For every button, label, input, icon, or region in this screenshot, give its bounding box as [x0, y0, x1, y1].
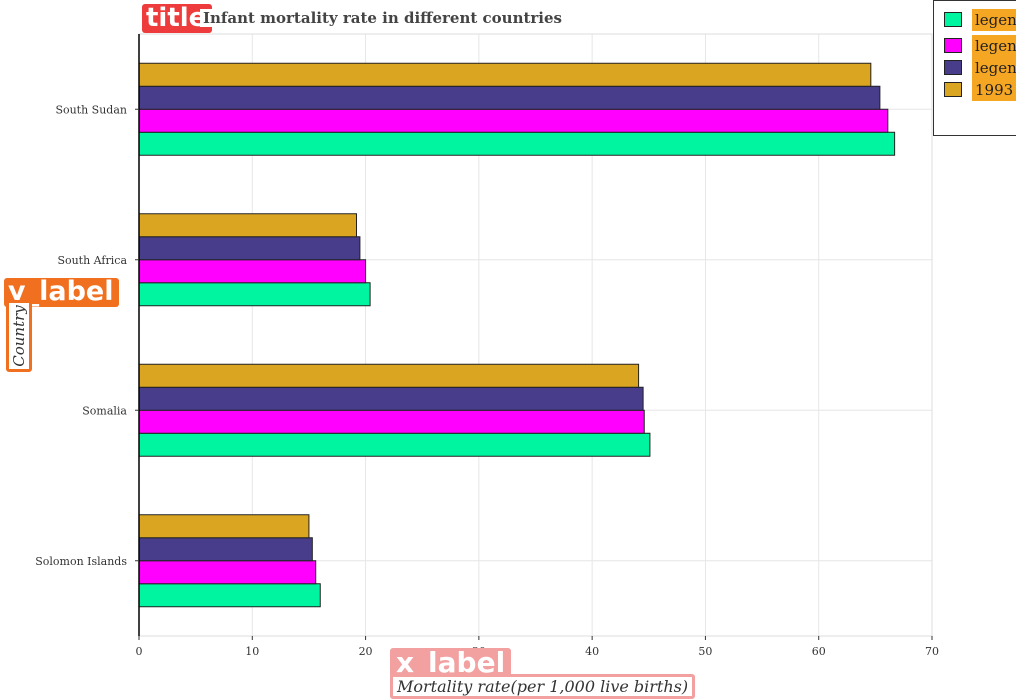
- bar: [138, 85, 881, 110]
- x-tick-label: 20: [359, 645, 373, 658]
- legend-swatch: [944, 38, 962, 53]
- bar: [138, 282, 371, 307]
- x-tick-label: 0: [136, 645, 143, 658]
- bar: [138, 537, 313, 562]
- legend-label: 1993: [972, 79, 1016, 101]
- legend-label: legend: [972, 35, 1016, 57]
- x-tick-label: 40: [585, 645, 599, 658]
- y-axis-label: Country: [10, 305, 28, 367]
- bar: [138, 583, 321, 608]
- bar: [138, 213, 358, 238]
- y-tick-label: South Africa: [57, 254, 127, 267]
- legend-swatch: [944, 12, 962, 27]
- bar: [138, 514, 310, 539]
- bar: [138, 409, 645, 434]
- x-tick-label: 50: [698, 645, 712, 658]
- y-tick-label: Somalia: [82, 404, 127, 417]
- chart-title: Infant mortality rate in different count…: [200, 9, 565, 27]
- bar: [138, 386, 644, 411]
- y-tick-label: South Sudan: [55, 103, 127, 116]
- legend-swatch: [944, 82, 962, 97]
- bar: [138, 363, 640, 388]
- legend-label: legend: [972, 57, 1016, 79]
- legend-label: legend: [972, 9, 1016, 31]
- x-label-annotation-tag: x_label: [390, 648, 512, 678]
- x-tick-label: 70: [925, 645, 939, 658]
- legend-swatch: [944, 60, 962, 75]
- bar: [138, 108, 889, 133]
- bar: [138, 62, 872, 87]
- bar: [138, 236, 361, 261]
- x-axis-label: Mortality rate(per 1,000 live births): [390, 674, 696, 699]
- y-tick-label: Solomon Islands: [35, 555, 127, 568]
- legend: legend legend legend 1993: [933, 0, 1016, 136]
- x-tick-label: 10: [245, 645, 259, 658]
- bar: [138, 259, 367, 284]
- y-axis-label-box: Country: [6, 300, 32, 372]
- bar: [138, 432, 651, 457]
- bar: [138, 131, 896, 156]
- x-tick-label: 60: [812, 645, 826, 658]
- bar: [138, 560, 317, 585]
